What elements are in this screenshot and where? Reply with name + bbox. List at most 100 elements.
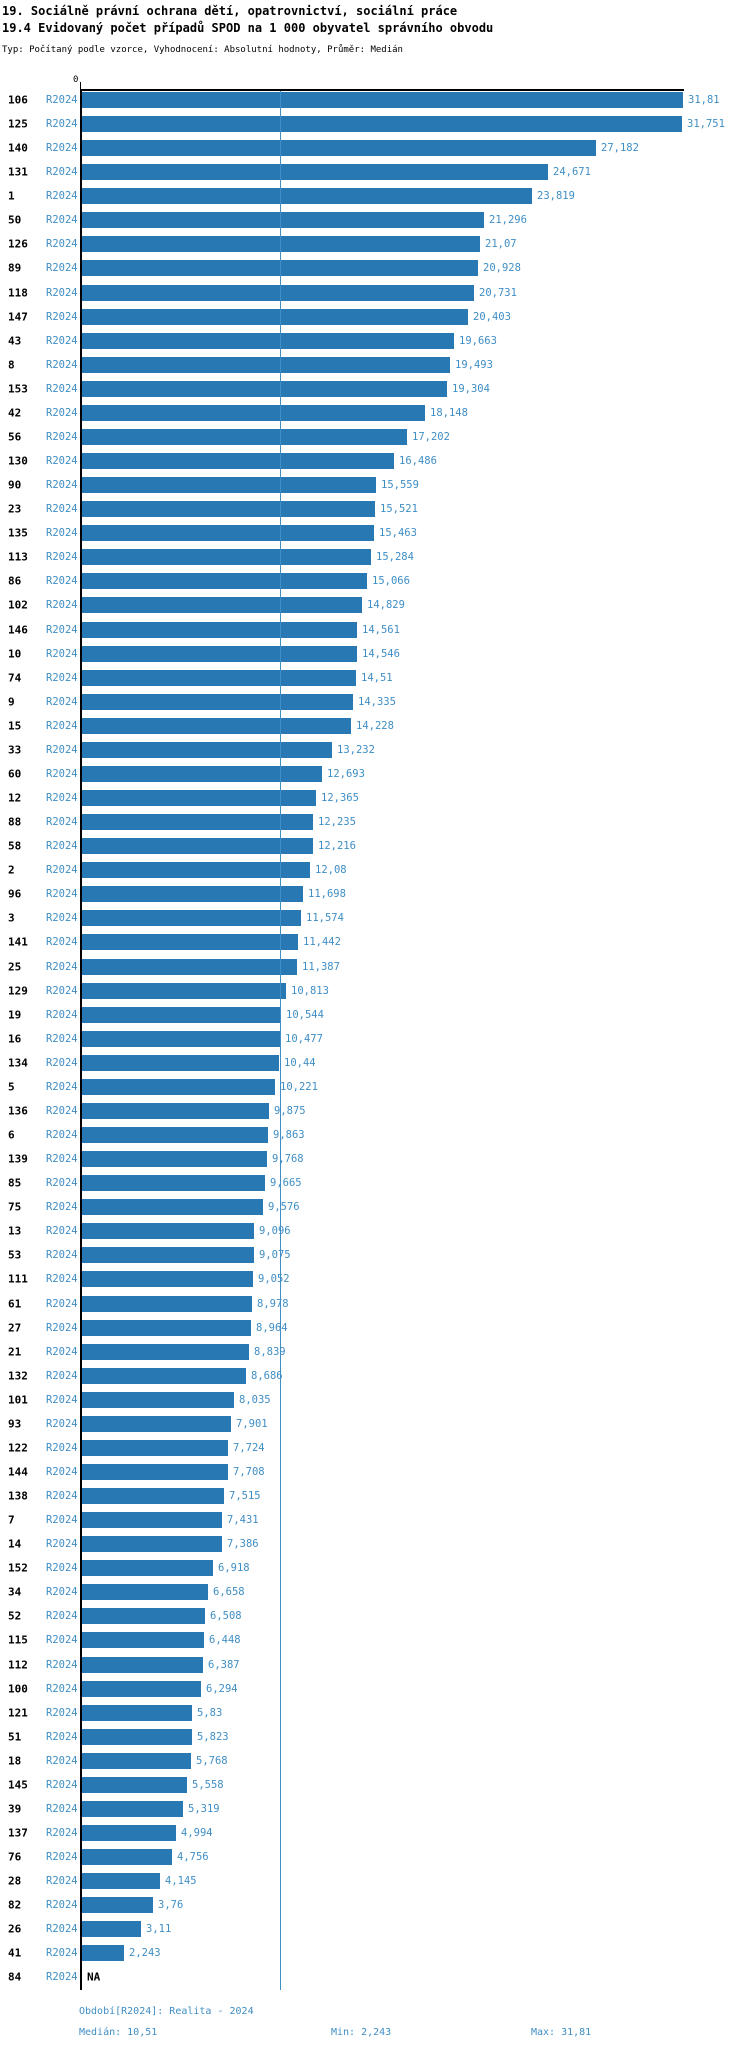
row-period-label: R2024 [46, 1177, 78, 1189]
bar-row: 75 R2024 9,576 [0, 1199, 750, 1215]
value-label: 5,83 [197, 1707, 223, 1719]
row-period-label: R2024 [46, 744, 78, 756]
value-label: 14,829 [367, 599, 405, 611]
value-bar [82, 1199, 263, 1215]
value-bar [82, 1079, 275, 1095]
value-bar [82, 549, 371, 565]
bar-row: 138 R2024 7,515 [0, 1488, 750, 1504]
row-period-label: R2024 [46, 214, 78, 226]
bar-row: 144 R2024 7,708 [0, 1464, 750, 1480]
value-bar [82, 1344, 249, 1360]
value-bar [82, 309, 468, 325]
value-label: 3,76 [158, 1899, 184, 1911]
row-id-label: 28 [8, 1874, 22, 1888]
row-period-label: R2024 [46, 407, 78, 419]
value-label: 9,075 [259, 1249, 291, 1261]
value-bar [82, 766, 322, 782]
bar-row: 113 R2024 15,284 [0, 549, 750, 565]
value-bar [82, 357, 450, 373]
value-label: 5,558 [192, 1779, 224, 1791]
row-id-label: 76 [8, 1850, 22, 1864]
value-label: 7,708 [233, 1466, 265, 1478]
value-label: 15,066 [372, 575, 410, 587]
value-label: 20,403 [473, 311, 511, 323]
value-bar [82, 622, 357, 638]
bar-row: 13 R2024 9,096 [0, 1223, 750, 1239]
bar-row: 136 R2024 9,875 [0, 1103, 750, 1119]
value-bar [82, 790, 316, 806]
value-label: 23,819 [537, 190, 575, 202]
value-label: 7,901 [236, 1418, 268, 1430]
axis-left-line [80, 89, 82, 1990]
row-period-label: R2024 [46, 166, 78, 178]
bar-row: 132 R2024 8,686 [0, 1368, 750, 1384]
bar-row: 27 R2024 8,964 [0, 1320, 750, 1336]
value-label: 15,559 [381, 479, 419, 491]
value-bar [82, 1777, 187, 1793]
value-label: 9,096 [259, 1225, 291, 1237]
value-bar [82, 1801, 183, 1817]
row-period-label: R2024 [46, 720, 78, 732]
row-id-label: 23 [8, 502, 22, 516]
bar-row: 51 R2024 5,823 [0, 1729, 750, 1745]
bar-row: 122 R2024 7,724 [0, 1440, 750, 1456]
row-id-label: 137 [8, 1826, 28, 1840]
row-period-label: R2024 [46, 1466, 78, 1478]
value-label: 5,823 [197, 1731, 229, 1743]
value-bar [82, 959, 297, 975]
bar-row: 43 R2024 19,663 [0, 333, 750, 349]
row-id-label: 135 [8, 526, 28, 540]
bar-row: 82 R2024 3,76 [0, 1897, 750, 1913]
row-id-label: 42 [8, 406, 22, 420]
row-period-label: R2024 [46, 840, 78, 852]
chart-subtitle: Typ: Počítaný podle vzorce, Vyhodnocení:… [2, 45, 403, 55]
bar-row: 88 R2024 12,235 [0, 814, 750, 830]
bar-row: 121 R2024 5,83 [0, 1705, 750, 1721]
bar-row: 153 R2024 19,304 [0, 381, 750, 397]
row-id-label: 111 [8, 1272, 28, 1286]
bar-row: 76 R2024 4,756 [0, 1849, 750, 1865]
row-id-label: 96 [8, 887, 22, 901]
bar-row: 84 R2024 NA [0, 1969, 750, 1985]
row-period-label: R2024 [46, 936, 78, 948]
value-label: 19,663 [459, 335, 497, 347]
row-period-label: R2024 [46, 1538, 78, 1550]
value-label: 6,294 [206, 1683, 238, 1695]
row-period-label: R2024 [46, 1562, 78, 1574]
row-id-label: 8 [8, 358, 15, 372]
value-label: 11,387 [302, 961, 340, 973]
bar-row: 34 R2024 6,658 [0, 1584, 750, 1600]
value-label: 16,486 [399, 455, 437, 467]
value-label: 21,07 [485, 238, 517, 250]
row-period-label: R2024 [46, 359, 78, 371]
row-id-label: 106 [8, 93, 28, 107]
value-label: 7,724 [233, 1442, 265, 1454]
row-period-label: R2024 [46, 1634, 78, 1646]
value-bar [82, 1921, 141, 1937]
row-id-label: 3 [8, 911, 15, 925]
row-id-label: 122 [8, 1441, 28, 1455]
value-label: 24,671 [553, 166, 591, 178]
value-label: 9,768 [272, 1153, 304, 1165]
bar-row: 50 R2024 21,296 [0, 212, 750, 228]
value-bar [82, 1055, 279, 1071]
value-label: 20,928 [483, 262, 521, 274]
value-bar [82, 1608, 205, 1624]
row-id-label: 60 [8, 767, 22, 781]
value-label: 12,08 [315, 864, 347, 876]
row-period-label: R2024 [46, 1322, 78, 1334]
bar-row: 147 R2024 20,403 [0, 309, 750, 325]
row-period-label: R2024 [46, 1442, 78, 1454]
value-label: 10,44 [284, 1057, 316, 1069]
row-period-label: R2024 [46, 1683, 78, 1695]
value-bar [82, 1945, 124, 1961]
bar-row: 58 R2024 12,216 [0, 838, 750, 854]
bar-row: 86 R2024 15,066 [0, 573, 750, 589]
row-period-label: R2024 [46, 431, 78, 443]
value-bar [82, 212, 484, 228]
row-period-label: R2024 [46, 1923, 78, 1935]
value-label: 3,11 [146, 1923, 172, 1935]
row-id-label: 26 [8, 1922, 22, 1936]
value-label: 27,182 [601, 142, 639, 154]
